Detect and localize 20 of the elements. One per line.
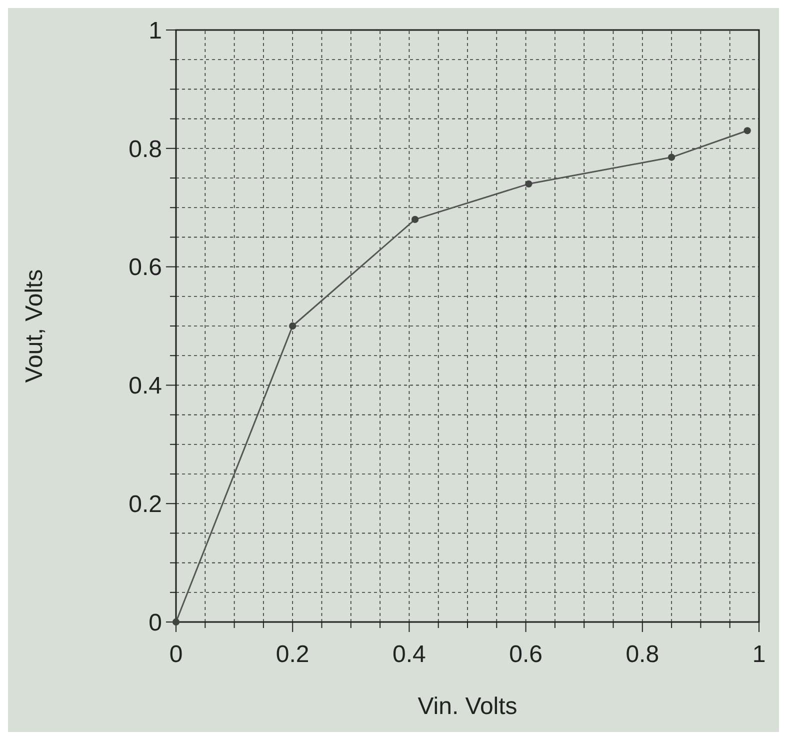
x-tick-label: 0.8 xyxy=(626,641,660,668)
x-tick-label: 0.6 xyxy=(509,641,542,668)
y-tick-label: 0.2 xyxy=(128,491,162,518)
x-tick-label: 0.4 xyxy=(392,641,426,668)
point xyxy=(411,216,419,223)
point xyxy=(172,618,180,626)
y-tick-label: 1 xyxy=(148,17,162,44)
y-tick-label: 0 xyxy=(148,609,162,636)
point xyxy=(668,154,676,161)
y-tick-label: 0.8 xyxy=(128,136,162,163)
y-tick-label: 0.4 xyxy=(128,372,162,400)
point xyxy=(289,322,296,330)
point xyxy=(744,127,751,134)
x-tick-label: 0 xyxy=(169,641,183,668)
x-axis-title: Vin. Volts xyxy=(418,693,518,720)
y-tick-label: 0.6 xyxy=(128,254,162,282)
x-tick-label: 0.2 xyxy=(276,641,310,668)
point xyxy=(525,180,532,188)
x-tick-label: 1 xyxy=(752,641,766,668)
y-axis-title: Vout, Volts xyxy=(21,269,48,383)
